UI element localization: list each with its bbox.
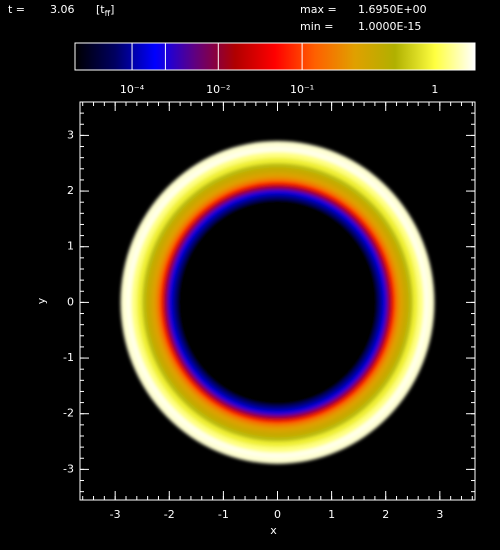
colorbar xyxy=(74,42,476,71)
x-tick-label: 3 xyxy=(436,508,443,521)
max-label: max = xyxy=(300,3,337,16)
x-tick-label: 0 xyxy=(274,508,281,521)
time-label: t = xyxy=(8,3,25,16)
plot: -3 -2 -1 0 1 2 3 -3 -2 -1 0 1 2 3 x y xyxy=(35,101,476,537)
colorbar-tick-label: 10⁻¹ xyxy=(290,83,314,96)
x-tick-label: -3 xyxy=(110,508,121,521)
x-axis-label: x xyxy=(270,524,277,537)
unit-sub: ff xyxy=(105,9,111,18)
y-tick-label: 0 xyxy=(67,295,74,308)
x-tick-label: 1 xyxy=(328,508,335,521)
x-tick-label: -1 xyxy=(218,508,229,521)
y-tick-label: -1 xyxy=(63,351,74,364)
y-axis-label: y xyxy=(35,297,48,304)
y-tick-label: -3 xyxy=(63,462,74,475)
y-tick-label: 1 xyxy=(67,240,74,253)
time-value: 3.06 xyxy=(50,3,75,16)
min-label: min = xyxy=(300,20,333,33)
y-tick-label: 2 xyxy=(67,184,74,197)
max-value: 1.6950E+00 xyxy=(358,3,427,16)
unit: [t xyxy=(96,3,105,16)
y-tick-label: -2 xyxy=(63,407,74,420)
x-tick-label: -2 xyxy=(164,508,175,521)
time-unit: [tff] xyxy=(96,3,114,18)
y-tick-label: 3 xyxy=(67,128,74,141)
unit-end: ] xyxy=(110,3,114,16)
x-tick-label: 2 xyxy=(382,508,389,521)
min-value: 1.0000E-15 xyxy=(358,20,421,33)
colorbar-tick-label: 1 xyxy=(431,83,438,96)
colorbar-tick-label: 10⁻² xyxy=(206,83,230,96)
density-rings xyxy=(120,140,435,464)
colorbar-tick-label: 10⁻⁴ xyxy=(120,83,145,96)
density-ring xyxy=(177,199,378,406)
